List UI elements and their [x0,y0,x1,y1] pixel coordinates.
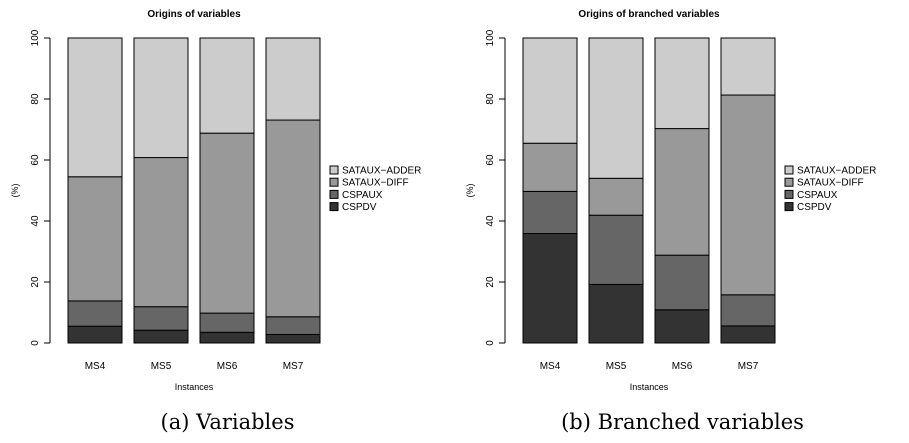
bar-segment-ms6-sataux-adder [654,37,710,130]
chart-origins-of-variables: Origins of variables 0 20 40 60 80 100 (%) MS4 MS… [10,9,421,392]
bar-segment-ms6-cspdv [199,331,255,344]
legend-swatch-sataux-diff [784,177,794,187]
x-tick-label: MS6 [217,361,238,372]
y-tick-label: 0 [30,340,41,346]
chart-title: Origins of variables [147,9,241,20]
bar-segment-ms4-sataux-diff [67,176,123,302]
bar-segment-ms6-sataux-adder [199,37,255,134]
y-tick-label: 100 [485,29,496,46]
legend-label-sataux-adder: SATAUX−ADDER [342,166,421,177]
bar-segment-ms5-cspdv [588,283,644,344]
bar-segment-ms4-sataux-diff [522,142,578,192]
legend-swatch-cspdv [329,202,339,212]
y-tick-label: 20 [30,276,41,288]
y-tick-label: 60 [30,154,41,166]
x-tick-label: MS7 [738,361,759,372]
y-tick-label: 60 [485,154,496,166]
y-tick-label: 20 [485,276,496,288]
bar-segment-ms5-sataux-diff [133,157,189,308]
bar-segment-ms7-cspdv [720,325,776,344]
bar-segment-ms7-sataux-diff [720,94,776,296]
x-tick-label: MS4 [85,361,106,372]
bar-segment-ms4-cspaux [67,300,123,327]
bar-segment-ms7-sataux-adder [720,37,776,96]
y-axis-label: (%) [465,184,475,198]
bar-segment-ms5-cspdv [133,329,189,344]
bar-segment-ms6-sataux-diff [199,132,255,314]
bar-segment-ms5-sataux-adder [133,37,189,159]
y-tick-label: 40 [485,215,496,227]
legend-swatch-sataux-adder [784,165,794,175]
bar-segment-ms4-sataux-adder [67,37,123,178]
caption-branched-variables: (b) Branched variables [561,410,804,434]
bar-segment-ms7-cspaux [720,294,776,327]
y-tick-label: 80 [30,93,41,105]
legend-swatch-cspdv [784,202,794,212]
bar-segment-ms7-sataux-diff [265,119,321,318]
figure-branched-variables: Origins of branched variables 0 20 40 60 80 10… [455,0,909,443]
y-axis-label: (%) [10,184,20,198]
y-tick-label: 40 [30,215,41,227]
x-tick-label: MS7 [283,361,304,372]
bar-segment-ms6-sataux-diff [654,128,710,256]
x-axis-label: Instances [175,382,214,392]
caption-variables: (a) Variables [160,410,295,434]
x-tick-label: MS4 [540,361,561,372]
bar-segment-ms4-cspdv [522,233,578,344]
y-tick-label: 0 [485,340,496,346]
bar-segment-ms7-cspdv [265,333,321,344]
bar-segment-ms7-cspaux [265,316,321,335]
legend-label-sataux-adder: SATAUX−ADDER [797,166,876,177]
bar-segment-ms5-sataux-adder [588,37,644,179]
x-tick-label: MS5 [606,361,627,372]
legend-label-cspdv: CSPDV [797,202,832,213]
bar-segment-ms4-sataux-adder [522,37,578,144]
chart-origins-of-branched-variables: Origins of branched variables 0 20 40 60 80 10… [465,9,876,392]
legend-swatch-cspaux [784,189,794,199]
bar-segment-ms5-sataux-diff [588,177,644,216]
bar-segment-ms6-cspdv [654,309,710,344]
bar-segment-ms6-cspaux [654,254,710,311]
legend-label-sataux-diff: SATAUX−DIFF [797,178,864,189]
legend-swatch-sataux-diff [329,177,339,187]
bar-segment-ms4-cspaux [522,190,578,235]
legend-label-cspaux: CSPAUX [342,190,383,201]
bar-segment-ms6-cspaux [199,312,255,333]
legend-label-cspaux: CSPAUX [797,190,838,201]
legend-label-cspdv: CSPDV [342,202,377,213]
legend-swatch-sataux-adder [329,165,339,175]
bar-segment-ms5-cspaux [588,214,644,285]
legend-swatch-cspaux [329,189,339,199]
y-tick-label: 80 [485,93,496,105]
figure-variables: Origins of variables 0 20 40 60 80 100 (%) MS4 MS… [10,9,421,434]
y-tick-label: 100 [30,29,41,46]
x-tick-label: MS5 [151,361,172,372]
bar-segment-ms4-cspdv [67,325,123,344]
x-tick-label: MS6 [672,361,693,372]
bar-segment-ms5-cspaux [133,306,189,331]
chart-title: Origins of branched variables [578,9,720,20]
legend-label-sataux-diff: SATAUX−DIFF [342,178,409,189]
x-axis-label: Instances [630,382,669,392]
bar-segment-ms7-sataux-adder [265,37,321,121]
